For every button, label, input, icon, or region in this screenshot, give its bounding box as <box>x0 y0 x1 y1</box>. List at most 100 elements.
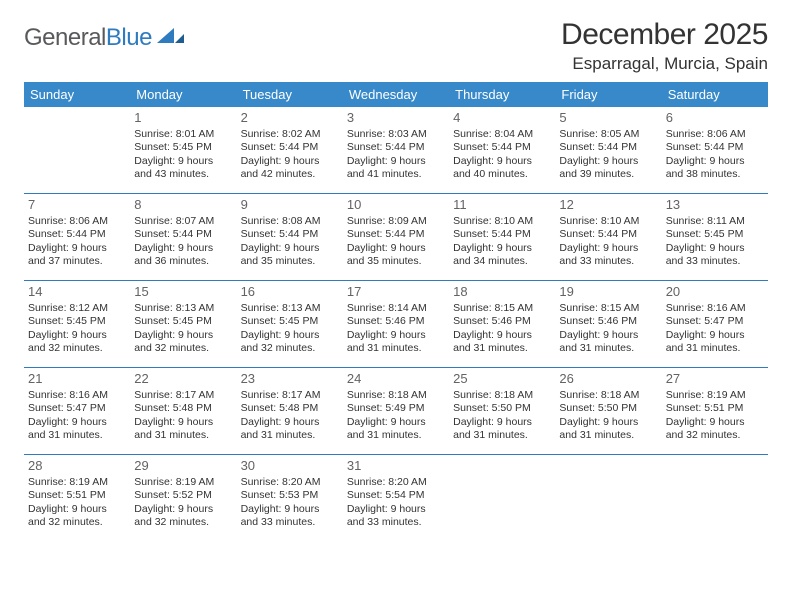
calendar-week: 14Sunrise: 8:12 AMSunset: 5:45 PMDayligh… <box>24 281 768 368</box>
day-number: 15 <box>134 284 232 301</box>
calendar-cell: 4Sunrise: 8:04 AMSunset: 5:44 PMDaylight… <box>449 107 555 193</box>
sunset-text: Sunset: 5:44 PM <box>241 141 339 154</box>
day-number: 5 <box>559 110 657 127</box>
calendar-cell-empty <box>449 455 555 541</box>
sunset-text: Sunset: 5:44 PM <box>666 141 764 154</box>
day-number: 23 <box>241 371 339 388</box>
calendar-cell: 11Sunrise: 8:10 AMSunset: 5:44 PMDayligh… <box>449 194 555 280</box>
daylight-text: Daylight: 9 hours and 37 minutes. <box>28 242 126 269</box>
sunrise-text: Sunrise: 8:10 AM <box>559 215 657 228</box>
weekday-header: Wednesday <box>343 82 449 107</box>
calendar-cell: 8Sunrise: 8:07 AMSunset: 5:44 PMDaylight… <box>130 194 236 280</box>
sunrise-text: Sunrise: 8:20 AM <box>241 476 339 489</box>
daylight-text: Daylight: 9 hours and 32 minutes. <box>134 329 232 356</box>
daylight-text: Daylight: 9 hours and 34 minutes. <box>453 242 551 269</box>
calendar-cell: 26Sunrise: 8:18 AMSunset: 5:50 PMDayligh… <box>555 368 661 454</box>
day-number: 22 <box>134 371 232 388</box>
day-number: 24 <box>347 371 445 388</box>
sunset-text: Sunset: 5:44 PM <box>559 228 657 241</box>
daylight-text: Daylight: 9 hours and 31 minutes. <box>453 329 551 356</box>
sunrise-text: Sunrise: 8:05 AM <box>559 128 657 141</box>
calendar-cell: 15Sunrise: 8:13 AMSunset: 5:45 PMDayligh… <box>130 281 236 367</box>
calendar-cell-empty <box>555 455 661 541</box>
calendar-cell: 1Sunrise: 8:01 AMSunset: 5:45 PMDaylight… <box>130 107 236 193</box>
calendar-cell: 12Sunrise: 8:10 AMSunset: 5:44 PMDayligh… <box>555 194 661 280</box>
calendar-cell: 27Sunrise: 8:19 AMSunset: 5:51 PMDayligh… <box>662 368 768 454</box>
sunset-text: Sunset: 5:44 PM <box>559 141 657 154</box>
weekday-header: Friday <box>555 82 661 107</box>
day-number: 30 <box>241 458 339 475</box>
calendar-cell: 22Sunrise: 8:17 AMSunset: 5:48 PMDayligh… <box>130 368 236 454</box>
calendar-cell: 5Sunrise: 8:05 AMSunset: 5:44 PMDaylight… <box>555 107 661 193</box>
day-number: 16 <box>241 284 339 301</box>
calendar-cell: 3Sunrise: 8:03 AMSunset: 5:44 PMDaylight… <box>343 107 449 193</box>
sunrise-text: Sunrise: 8:15 AM <box>559 302 657 315</box>
logo-text-part1: General <box>24 24 106 51</box>
sunset-text: Sunset: 5:45 PM <box>134 141 232 154</box>
calendar-cell: 10Sunrise: 8:09 AMSunset: 5:44 PMDayligh… <box>343 194 449 280</box>
calendar-cell: 28Sunrise: 8:19 AMSunset: 5:51 PMDayligh… <box>24 455 130 541</box>
daylight-text: Daylight: 9 hours and 32 minutes. <box>241 329 339 356</box>
day-number: 1 <box>134 110 232 127</box>
day-number: 4 <box>453 110 551 127</box>
sunset-text: Sunset: 5:48 PM <box>134 402 232 415</box>
sunrise-text: Sunrise: 8:18 AM <box>347 389 445 402</box>
calendar-cell: 30Sunrise: 8:20 AMSunset: 5:53 PMDayligh… <box>237 455 343 541</box>
page-subtitle: Esparragal, Murcia, Spain <box>561 54 768 74</box>
calendar-week: 1Sunrise: 8:01 AMSunset: 5:45 PM Daylight… <box>24 107 768 194</box>
sunrise-text: Sunrise: 8:01 AM <box>134 128 232 141</box>
sunrise-text: Sunrise: 8:14 AM <box>347 302 445 315</box>
day-number: 19 <box>559 284 657 301</box>
day-number: 7 <box>28 197 126 214</box>
sunrise-text: Sunrise: 8:04 AM <box>453 128 551 141</box>
sunset-text: Sunset: 5:45 PM <box>134 315 232 328</box>
calendar-cell: 16Sunrise: 8:13 AMSunset: 5:45 PMDayligh… <box>237 281 343 367</box>
day-number: 28 <box>28 458 126 475</box>
daylight-text: Daylight: 9 hours and 33 minutes. <box>666 242 764 269</box>
sunset-text: Sunset: 5:48 PM <box>241 402 339 415</box>
day-number: 2 <box>241 110 339 127</box>
daylight-text: Daylight: 9 hours and 42 minutes. <box>241 155 339 182</box>
calendar-cell: 25Sunrise: 8:18 AMSunset: 5:50 PMDayligh… <box>449 368 555 454</box>
weekday-header: Thursday <box>449 82 555 107</box>
calendar-cell: 21Sunrise: 8:16 AMSunset: 5:47 PMDayligh… <box>24 368 130 454</box>
sunrise-text: Sunrise: 8:10 AM <box>453 215 551 228</box>
day-number: 6 <box>666 110 764 127</box>
sunset-text: Sunset: 5:44 PM <box>134 228 232 241</box>
daylight-text: Daylight: 9 hours and 36 minutes. <box>134 242 232 269</box>
calendar-cell: 18Sunrise: 8:15 AMSunset: 5:46 PMDayligh… <box>449 281 555 367</box>
daylight-text: Daylight: 9 hours and 40 minutes. <box>453 155 551 182</box>
calendar-cell: 17Sunrise: 8:14 AMSunset: 5:46 PMDayligh… <box>343 281 449 367</box>
sunset-text: Sunset: 5:51 PM <box>28 489 126 502</box>
day-number: 20 <box>666 284 764 301</box>
sunrise-text: Sunrise: 8:07 AM <box>134 215 232 228</box>
day-number: 14 <box>28 284 126 301</box>
sunrise-text: Sunrise: 8:06 AM <box>666 128 764 141</box>
sunset-text: Sunset: 5:47 PM <box>28 402 126 415</box>
calendar-cell-empty <box>24 107 130 193</box>
day-number: 8 <box>134 197 232 214</box>
page-title: December 2025 <box>561 18 768 52</box>
weekday-header: Monday <box>130 82 236 107</box>
day-number: 12 <box>559 197 657 214</box>
daylight-text: Daylight: 9 hours and 35 minutes. <box>347 242 445 269</box>
daylight-text: Daylight: 9 hours and 33 minutes. <box>241 503 339 530</box>
calendar-week: 7Sunrise: 8:06 AMSunset: 5:44 PMDaylight… <box>24 194 768 281</box>
day-number: 25 <box>453 371 551 388</box>
title-block: December 2025 Esparragal, Murcia, Spain <box>561 18 768 74</box>
sunset-text: Sunset: 5:45 PM <box>28 315 126 328</box>
sunrise-text: Sunrise: 8:19 AM <box>28 476 126 489</box>
calendar-cell: 9Sunrise: 8:08 AMSunset: 5:44 PMDaylight… <box>237 194 343 280</box>
sunrise-text: Sunrise: 8:19 AM <box>666 389 764 402</box>
sunrise-text: Sunrise: 8:20 AM <box>347 476 445 489</box>
sunrise-text: Sunrise: 8:17 AM <box>241 389 339 402</box>
daylight-text: Daylight: 9 hours and 31 minutes. <box>666 329 764 356</box>
daylight-text: Daylight: 9 hours and 33 minutes. <box>559 242 657 269</box>
calendar-cell: 7Sunrise: 8:06 AMSunset: 5:44 PMDaylight… <box>24 194 130 280</box>
sunset-text: Sunset: 5:49 PM <box>347 402 445 415</box>
sunrise-text: Sunrise: 8:13 AM <box>134 302 232 315</box>
daylight-text: Daylight: 9 hours and 33 minutes. <box>347 503 445 530</box>
weekday-header: Tuesday <box>237 82 343 107</box>
sunset-text: Sunset: 5:44 PM <box>453 228 551 241</box>
sunrise-text: Sunrise: 8:17 AM <box>134 389 232 402</box>
